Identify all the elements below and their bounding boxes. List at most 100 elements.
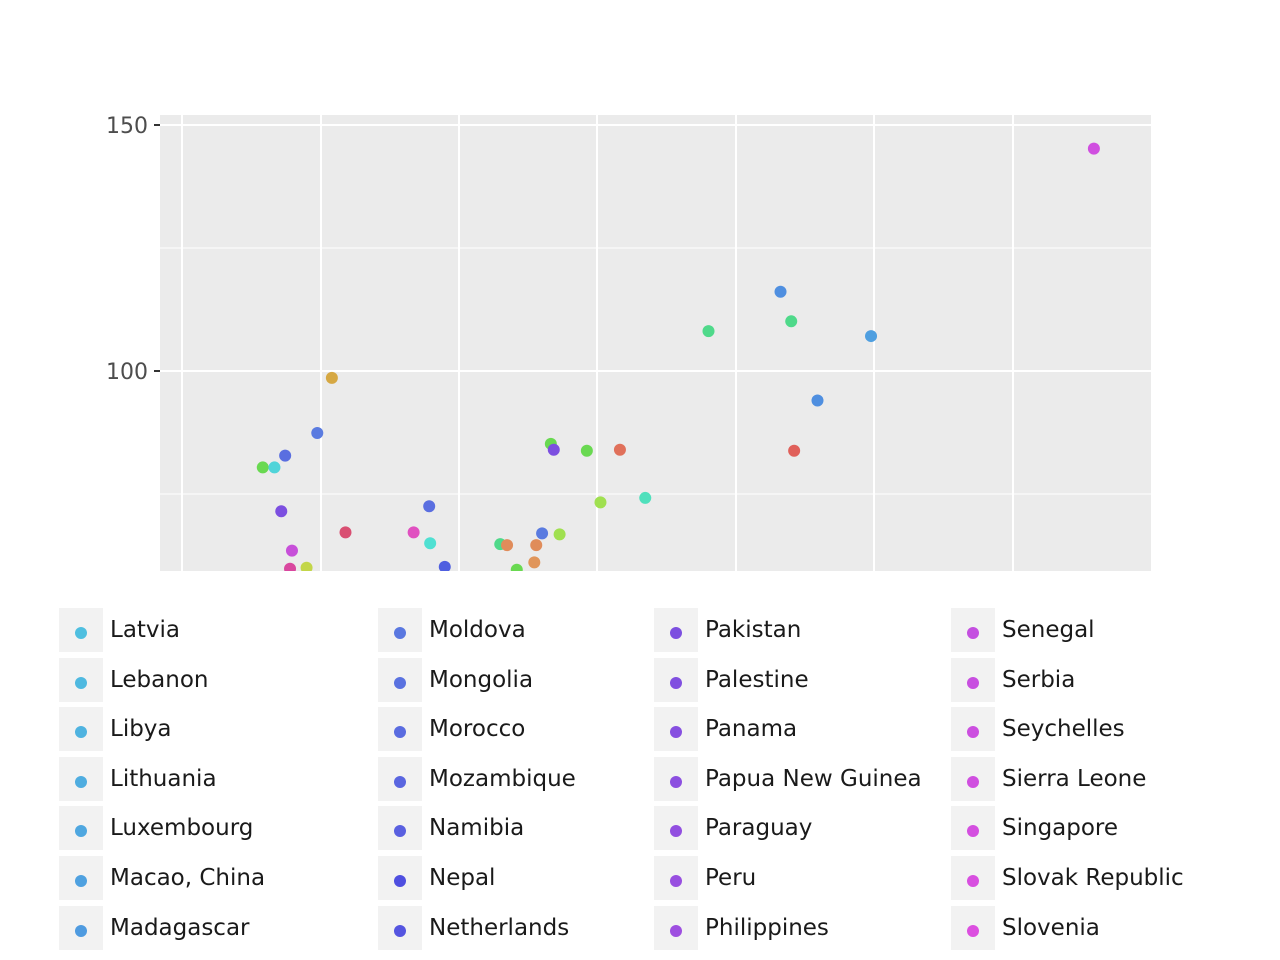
legend-swatch [670, 775, 682, 788]
data-point [553, 528, 566, 541]
legend-swatch [75, 726, 87, 739]
legend-label: Nepal [429, 864, 496, 891]
legend-key [378, 855, 422, 900]
data-point [438, 560, 451, 571]
legend-label: Netherlands [429, 914, 570, 941]
data-point [325, 371, 338, 384]
data-point [547, 443, 560, 456]
data-point [811, 394, 824, 407]
data-point [275, 505, 288, 518]
legend-label: Pakistan [705, 617, 802, 643]
data-point [284, 562, 297, 571]
legend-swatch [394, 825, 406, 838]
legend-key [59, 657, 103, 702]
legend-swatch [967, 825, 979, 838]
legend-swatch [75, 825, 87, 838]
legend-key [951, 806, 995, 851]
legend-key [654, 905, 698, 950]
legend-key [59, 855, 103, 900]
legend-swatch [670, 726, 682, 739]
major-gridlines [160, 115, 1151, 571]
legend-key [654, 855, 698, 900]
legend-swatch [75, 874, 87, 887]
legend-swatch [75, 924, 87, 937]
legend-label: Madagascar [110, 914, 250, 941]
data-point [536, 527, 549, 540]
legend-key [378, 905, 422, 950]
legend-swatch [967, 874, 979, 887]
data-points [256, 142, 1100, 571]
data-point [424, 537, 437, 550]
legend-swatch [75, 676, 87, 689]
legend-label: Senegal [1002, 617, 1095, 643]
legend-label: Mozambique [429, 765, 576, 792]
legend-swatch [670, 676, 682, 689]
legend-label: Morocco [429, 716, 526, 743]
legend-label: Serbia [1002, 666, 1076, 693]
legend-key [654, 756, 698, 801]
legend-key [59, 707, 103, 752]
legend-key [378, 806, 422, 851]
legend-label: Luxembourg [110, 815, 254, 842]
legend-key [951, 855, 995, 900]
data-point [613, 443, 626, 456]
data-point [594, 496, 607, 509]
legend-swatch [394, 726, 406, 739]
legend-swatch [394, 924, 406, 937]
data-point [702, 325, 715, 338]
legend-swatch [967, 676, 979, 689]
plot-panel [160, 115, 1151, 571]
legend-swatch [394, 775, 406, 788]
data-point [256, 461, 269, 474]
data-point [1087, 142, 1100, 155]
legend-swatch [670, 825, 682, 838]
legend-key [654, 707, 698, 752]
data-point [639, 491, 652, 504]
legend-swatch [967, 627, 979, 639]
legend-label: Seychelles [1002, 716, 1125, 743]
minor-gridlines [160, 247, 1151, 495]
legend-label: Libya [110, 716, 172, 743]
data-point [788, 444, 801, 457]
legend-label: Mongolia [429, 666, 534, 693]
legend-key [951, 756, 995, 801]
legend-label: Lithuania [110, 765, 217, 792]
legend-swatch [967, 775, 979, 788]
legend-label: Lebanon [110, 666, 209, 693]
data-point [339, 526, 352, 539]
data-point [528, 556, 541, 569]
legend-key [654, 657, 698, 702]
legend-label: Philippines [705, 914, 829, 941]
data-point [580, 444, 593, 457]
data-point [774, 285, 787, 298]
legend-label: Panama [705, 716, 798, 743]
legend-label: Sierra Leone [1002, 765, 1147, 792]
legend-label: Palestine [705, 666, 809, 693]
legend-key [59, 905, 103, 950]
y-tick-label: 100 [106, 360, 148, 385]
legend-swatch [670, 627, 682, 639]
y-tick-label: 150 [106, 114, 148, 139]
y-axis: 100 150 [106, 114, 160, 385]
legend-label: Peru [705, 864, 757, 891]
legend-swatch [967, 726, 979, 739]
legend-key [59, 806, 103, 851]
data-point [300, 561, 313, 571]
legend-key [378, 707, 422, 752]
data-point [423, 500, 436, 513]
legend-swatch [394, 676, 406, 689]
legend-swatch [394, 874, 406, 887]
legend-key [378, 657, 422, 702]
data-point [501, 539, 514, 552]
data-point [279, 449, 292, 462]
legend-swatch [75, 627, 87, 639]
legend-swatch [967, 924, 979, 937]
data-point [785, 315, 798, 328]
legend-key [654, 608, 698, 652]
data-point [311, 426, 324, 439]
data-point [407, 526, 420, 539]
legend-label: Namibia [429, 815, 525, 842]
legend-key [378, 756, 422, 801]
data-point [530, 539, 543, 552]
data-point [865, 330, 878, 343]
